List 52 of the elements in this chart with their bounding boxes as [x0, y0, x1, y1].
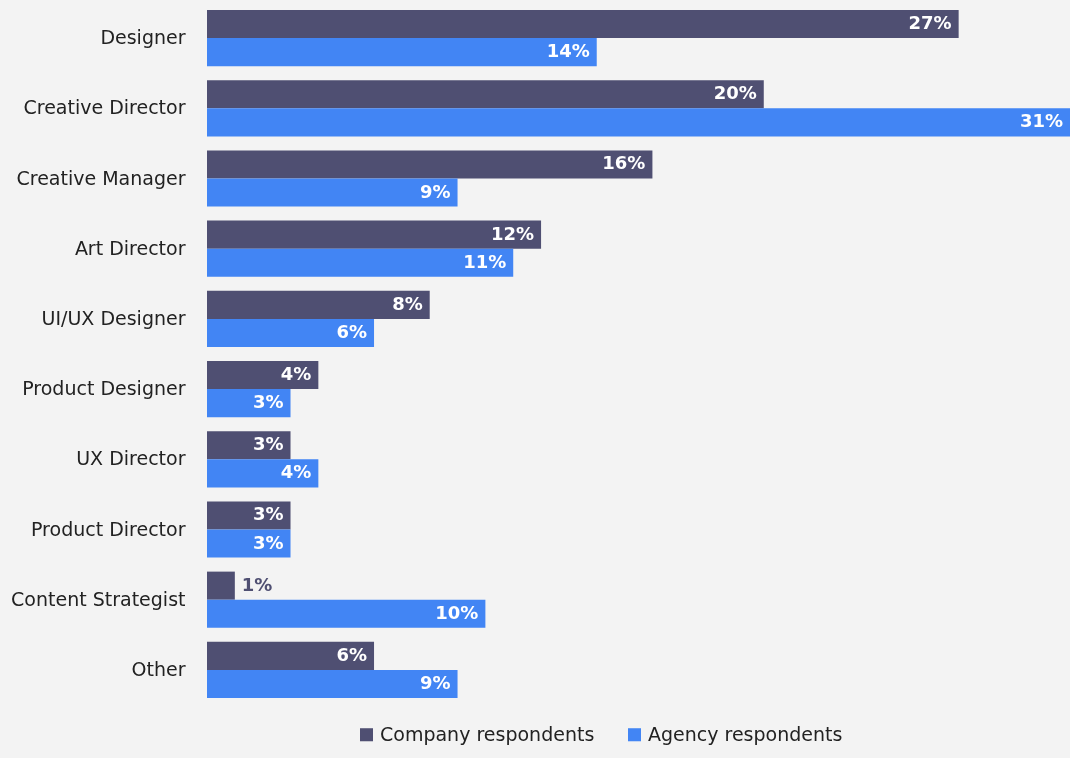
- bar: [207, 529, 291, 558]
- legend-label: Agency respondents: [648, 722, 843, 745]
- data-label: 4%: [280, 461, 312, 483]
- bar: [207, 389, 291, 418]
- bar: [207, 150, 653, 179]
- bar: [207, 248, 514, 277]
- y-tick-label: UX Director: [76, 447, 186, 470]
- y-tick-label: Product Director: [30, 517, 186, 540]
- bar: [207, 38, 597, 67]
- data-label: 9%: [419, 180, 451, 202]
- bar: [207, 10, 959, 39]
- bar: [207, 599, 486, 628]
- data-label: 3%: [252, 391, 284, 413]
- data-label: 3%: [252, 503, 284, 525]
- bar: [207, 501, 291, 530]
- data-label: 8%: [392, 292, 423, 314]
- data-label: 6%: [336, 320, 368, 342]
- y-tick-label: Art Director: [74, 236, 186, 259]
- data-label: 16%: [602, 152, 646, 174]
- data-label: 20%: [713, 82, 757, 104]
- data-label: 27%: [908, 12, 952, 34]
- bar: [207, 178, 458, 207]
- bar: [207, 669, 458, 698]
- y-tick-label: UI/UX Designer: [41, 306, 186, 329]
- data-label: 3%: [252, 433, 284, 455]
- bar: [207, 459, 319, 488]
- bar: [207, 80, 764, 109]
- data-label: 31%: [1019, 110, 1063, 132]
- data-label: 12%: [490, 222, 535, 244]
- data-label: 6%: [336, 643, 368, 665]
- bar: [207, 318, 375, 347]
- data-label: 14%: [546, 40, 590, 62]
- y-tick-label: Other: [131, 657, 186, 680]
- bar: [207, 220, 542, 249]
- bar: [207, 108, 1070, 137]
- bar: [207, 290, 430, 319]
- bar: [207, 641, 375, 670]
- y-tick-label: Creative Director: [23, 96, 186, 119]
- data-label: 11%: [463, 250, 507, 272]
- data-label: 4%: [280, 363, 312, 385]
- bar: [207, 431, 291, 460]
- data-label: 10%: [435, 601, 479, 623]
- y-tick-label: Designer: [100, 26, 186, 49]
- legend-label: Company respondents: [380, 722, 595, 745]
- bar: [207, 361, 319, 390]
- data-label: 1%: [241, 573, 273, 595]
- data-label: 3%: [252, 531, 284, 553]
- bar: [207, 571, 235, 600]
- y-tick-label: Creative Manager: [16, 166, 186, 189]
- y-tick-label: Content Strategist: [11, 587, 186, 610]
- y-tick-label: Product Designer: [22, 377, 186, 400]
- data-label: 9%: [419, 671, 451, 693]
